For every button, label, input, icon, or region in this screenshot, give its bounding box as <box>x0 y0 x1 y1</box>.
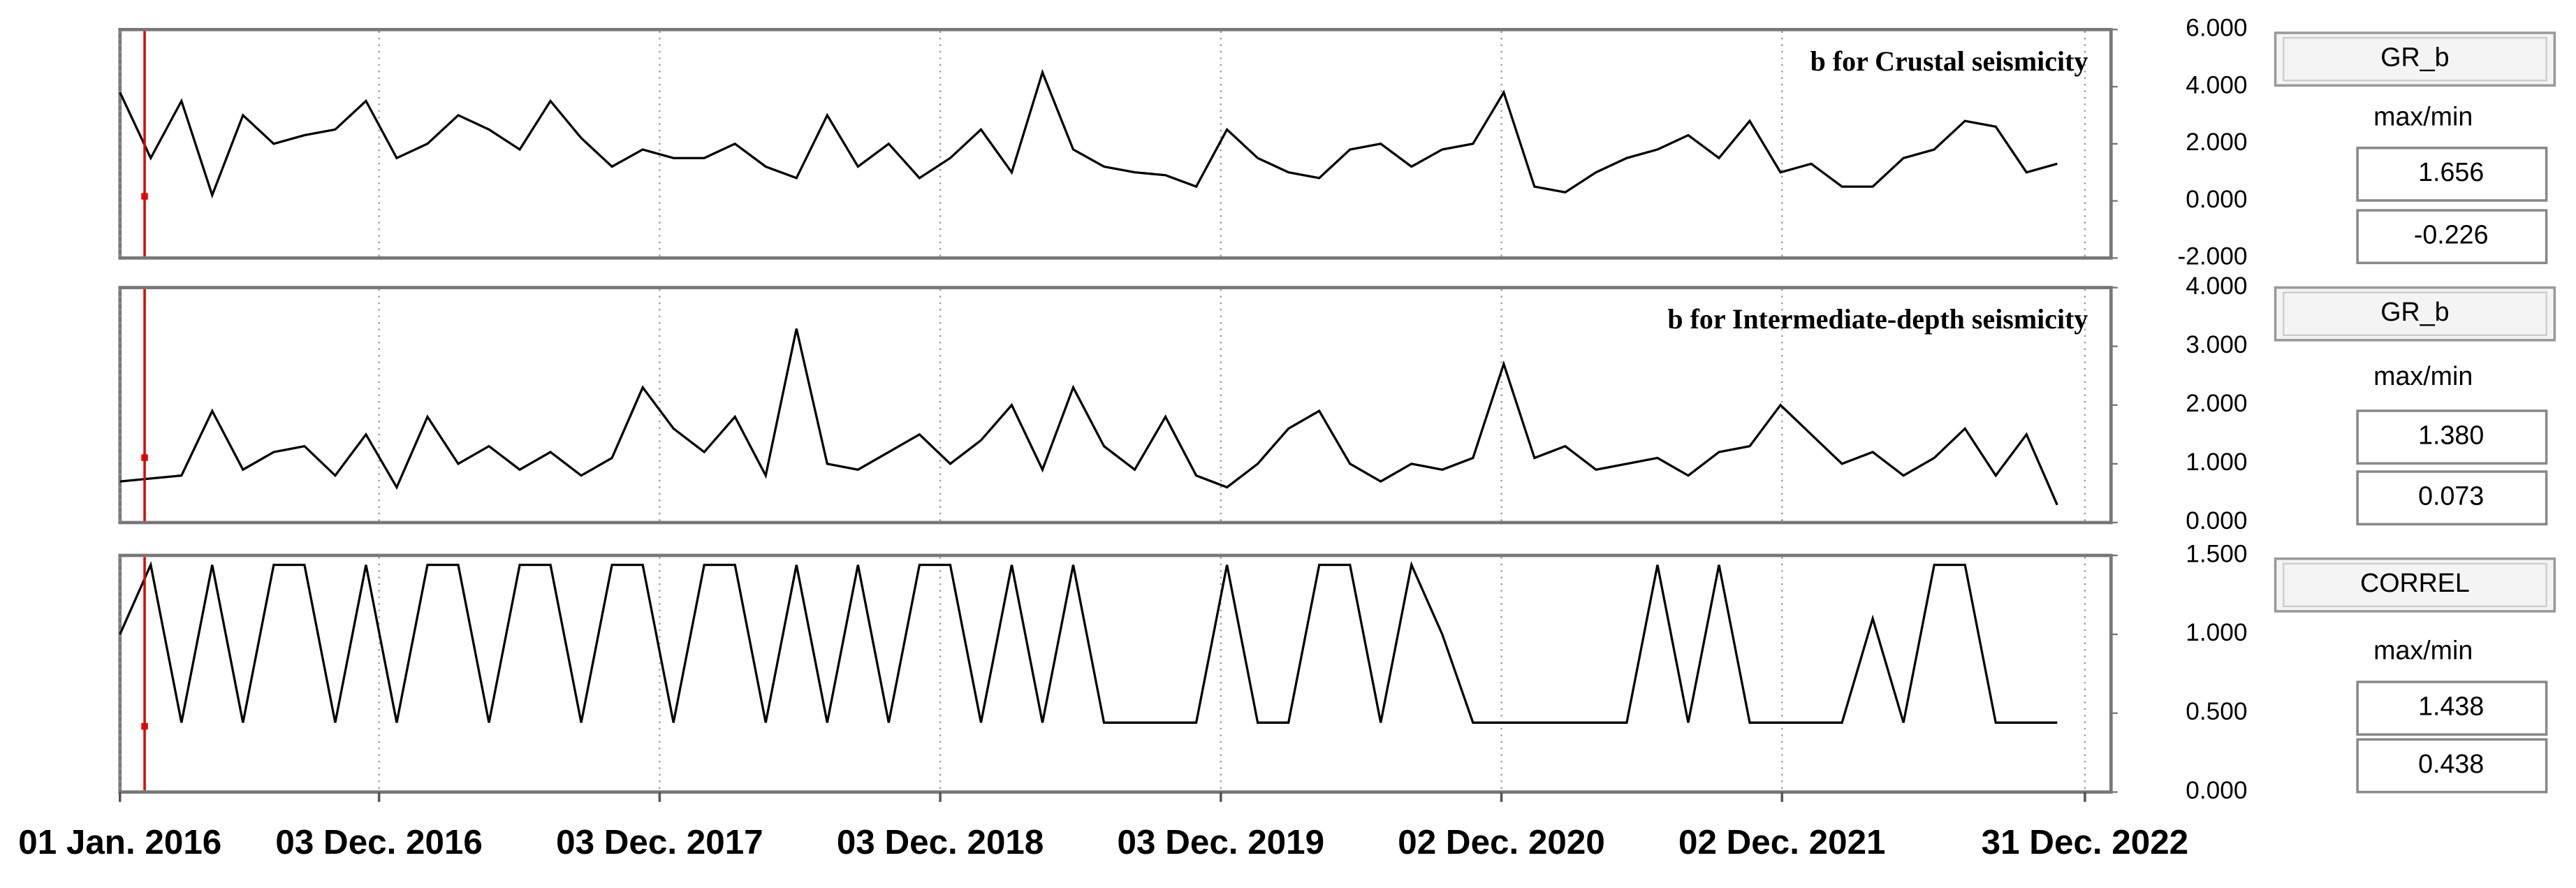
y-tick-label: 0.000 <box>2186 507 2247 534</box>
max-value: 1.438 <box>2418 692 2484 721</box>
panel-button-inner <box>2283 291 2547 336</box>
panel-button-label[interactable]: CORREL <box>2360 568 2470 597</box>
cursor-handle <box>141 454 148 461</box>
panel-button-label[interactable]: GR_b <box>2380 43 2449 72</box>
panel-button[interactable] <box>2274 286 2556 342</box>
x-tick-label: 02 Dec. 2021 <box>1678 823 1886 861</box>
cursor-handle <box>141 722 148 730</box>
y-tick-label: 6.000 <box>2186 15 2247 42</box>
y-tick-label: 4.000 <box>2186 71 2247 99</box>
plot-frame <box>118 553 2113 794</box>
x-tick-label: 03 Dec. 2019 <box>1118 823 1325 861</box>
data-line <box>119 561 2058 724</box>
cursor-handle <box>141 193 148 200</box>
panel-caption: max/min <box>2373 636 2473 665</box>
x-tick-label: 03 Dec. 2018 <box>837 823 1044 861</box>
panel-button-inner <box>2283 562 2547 608</box>
y-tick-label: 0.000 <box>2186 777 2247 804</box>
chart-title: b for Crustal seismicity <box>1810 45 2088 77</box>
y-tick-label: 3.000 <box>2186 331 2247 358</box>
panel-caption: max/min <box>2373 101 2473 131</box>
y-tick-label: 1.000 <box>2186 619 2247 646</box>
y-tick-label: 0.000 <box>2186 186 2247 213</box>
min-box <box>2356 470 2548 526</box>
max-box <box>2356 409 2548 465</box>
y-tick-label: 0.500 <box>2186 698 2247 725</box>
min-value: 0.073 <box>2418 481 2484 511</box>
y-tick-label: -2.000 <box>2178 243 2248 270</box>
panel-caption: max/min <box>2373 361 2473 391</box>
y-tick-label: 2.000 <box>2186 129 2247 156</box>
x-tick-label: 31 Dec. 2022 <box>1982 823 2188 861</box>
y-tick-label: 2.000 <box>2186 390 2247 417</box>
x-tick-label: 03 Dec. 2017 <box>556 823 763 861</box>
min-value: 0.438 <box>2418 749 2484 778</box>
max-box <box>2356 680 2548 736</box>
panel-button[interactable] <box>2274 31 2556 87</box>
x-tick-label: 02 Dec. 2020 <box>1398 823 1605 861</box>
max-box <box>2356 146 2548 202</box>
x-tick-label: 03 Dec. 2016 <box>275 823 483 861</box>
plot-frame <box>118 27 2113 260</box>
panel-button-inner <box>2283 36 2547 82</box>
y-tick-label: 1.500 <box>2186 540 2247 567</box>
panel-button-label[interactable]: GR_b <box>2380 297 2449 326</box>
max-value: 1.656 <box>2418 157 2484 187</box>
y-tick-label: 1.000 <box>2186 449 2247 476</box>
data-line <box>119 328 2058 506</box>
chart-title: b for Intermediate-depth seismicity <box>1667 303 2088 335</box>
min-box <box>2356 209 2548 265</box>
max-value: 1.380 <box>2418 421 2484 450</box>
panel-button[interactable] <box>2274 557 2556 613</box>
y-tick-label: 4.000 <box>2186 272 2247 300</box>
min-box <box>2356 738 2548 794</box>
data-line <box>119 68 2058 199</box>
min-value: -0.226 <box>2414 220 2489 249</box>
x-tick-label: 01 Jan. 2016 <box>18 823 221 861</box>
